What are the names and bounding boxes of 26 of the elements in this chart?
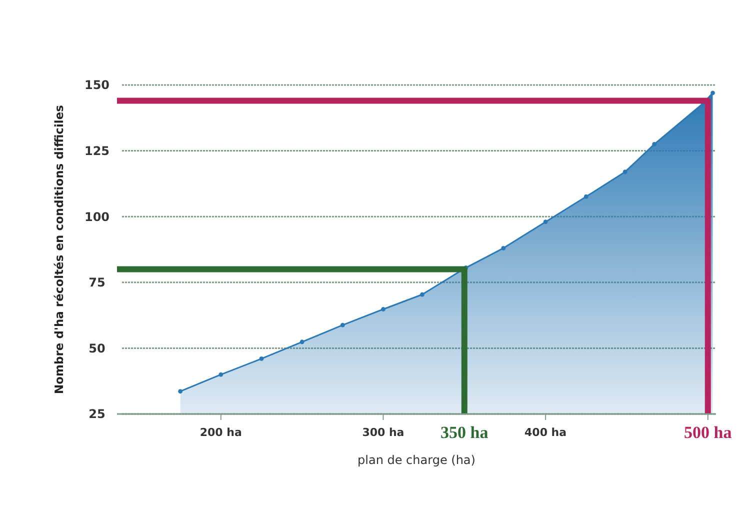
point bbox=[420, 292, 424, 297]
point bbox=[622, 170, 628, 174]
y-tick-label: 150 bbox=[84, 78, 110, 92]
point bbox=[218, 372, 224, 377]
y-tick-label: 25 bbox=[88, 407, 106, 422]
x-tick-label: 200 ha bbox=[200, 426, 242, 439]
annotation: 350 ha bbox=[440, 423, 489, 442]
y-axis-title: Nombre d'ha récoltés en conditions difficiles bbox=[52, 104, 66, 394]
point bbox=[543, 220, 548, 224]
point bbox=[259, 356, 264, 361]
x-axis-title: plan de charge (ha) bbox=[358, 453, 476, 467]
point bbox=[584, 194, 588, 199]
x-tick-label: 300 ha bbox=[362, 426, 404, 439]
y-tick-label: 125 bbox=[84, 144, 110, 158]
point bbox=[710, 90, 715, 96]
point bbox=[178, 389, 183, 394]
y-tick-label: 75 bbox=[88, 276, 106, 290]
y-tick-label: 100 bbox=[84, 210, 110, 224]
point bbox=[652, 142, 657, 146]
annotation: 500 ha bbox=[684, 423, 732, 442]
point bbox=[381, 307, 386, 312]
point bbox=[501, 246, 506, 250]
point bbox=[340, 322, 345, 328]
point bbox=[300, 340, 304, 344]
y-tick-label: 50 bbox=[88, 341, 106, 356]
x-tick-label: 400 ha bbox=[524, 426, 567, 439]
